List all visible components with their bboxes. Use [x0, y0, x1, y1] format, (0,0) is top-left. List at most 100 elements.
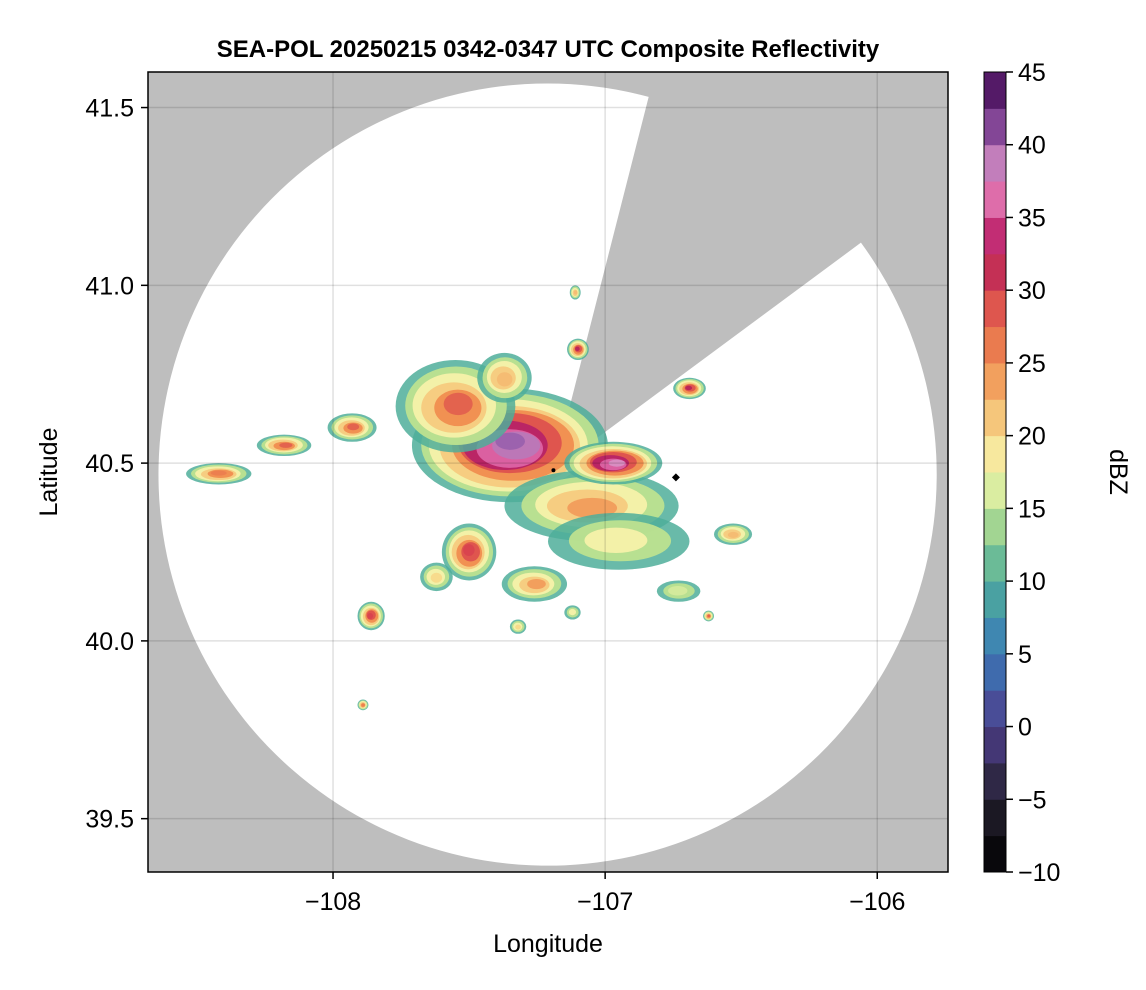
- echo-cell: [713, 523, 753, 545]
- echo-contour: [727, 531, 739, 538]
- echo-contour: [279, 442, 293, 448]
- colorbar-band: [984, 362, 1006, 400]
- x-axis-label: Longitude: [493, 930, 603, 958]
- echo-contour: [367, 612, 374, 619]
- echo-cell: [357, 699, 369, 711]
- x-tick-label: −106: [849, 888, 905, 916]
- colorbar-band: [984, 544, 1006, 582]
- chart-title: SEA-POL 20250215 0342-0347 UTC Composite…: [217, 36, 880, 63]
- y-tick-label: 40.0: [85, 628, 134, 656]
- echo-cell: [564, 605, 581, 620]
- site-marker-layer: [551, 468, 680, 482]
- colorbar-band: [984, 326, 1006, 364]
- colorbar-band: [984, 581, 1006, 618]
- colorbar-band: [984, 435, 1006, 473]
- echo-cell: [509, 619, 527, 634]
- echo-cell: [327, 413, 377, 442]
- colorbar-ticks: −10 −5 0 5 10 15 20 25 30 35 40 45: [1006, 59, 1060, 887]
- colorbar-tick-label: 45: [1018, 59, 1046, 87]
- echo-contour: [362, 703, 365, 707]
- echo-cell: [357, 601, 385, 631]
- colorbar-band: [984, 144, 1006, 182]
- colorbar-band: [984, 72, 1006, 109]
- colorbar-tick-label: 10: [1018, 568, 1046, 596]
- echo-contour: [574, 290, 578, 295]
- echo-contour: [575, 346, 580, 352]
- colorbar-band: [984, 399, 1006, 437]
- echo-cell: [441, 523, 497, 581]
- y-axis: 39.5 40.0 40.5 41.0 41.5: [85, 95, 148, 834]
- plot-frame: [147, 71, 949, 873]
- echo-cell: [703, 610, 714, 622]
- echo-contour: [430, 572, 443, 583]
- colorbar-band: [984, 653, 1006, 691]
- colorbar-bands: [984, 72, 1006, 873]
- colorbar-band: [984, 617, 1006, 655]
- echo-contour: [584, 527, 648, 553]
- echo-cell: [420, 562, 453, 592]
- colorbar-band: [984, 835, 1006, 873]
- colorbar-band: [984, 181, 1006, 218]
- echo-contour: [685, 385, 693, 391]
- site-marker: [671, 473, 680, 482]
- echo-cell: [411, 388, 608, 503]
- x-axis: −108 −107 −106: [305, 872, 905, 916]
- colorbar-band: [984, 217, 1006, 255]
- echo-cell: [564, 441, 663, 485]
- colorbar: −10 −5 0 5 10 15 20 25 30 35 40 45 dBZ: [983, 59, 1132, 887]
- echo-contour: [443, 392, 473, 416]
- y-tick-label: 39.5: [85, 806, 134, 834]
- x-tick-label: −108: [305, 888, 361, 916]
- y-axis-label: Latitude: [35, 428, 63, 517]
- colorbar-band: [984, 799, 1006, 837]
- colorbar-band: [984, 690, 1006, 728]
- echo-cell: [477, 352, 532, 403]
- echo-contour: [608, 459, 625, 467]
- colorbar-band: [984, 726, 1006, 764]
- colorbar-tick-label: 25: [1018, 350, 1046, 378]
- colorbar-tick-label: 30: [1018, 277, 1046, 305]
- echo-cell: [186, 463, 252, 485]
- colorbar-label: dBZ: [1104, 449, 1132, 495]
- colorbar-tick-label: 40: [1018, 132, 1046, 160]
- echo-cell: [567, 338, 589, 361]
- echo-contour: [463, 544, 475, 557]
- echo-contour: [668, 585, 688, 596]
- colorbar-frame: [983, 71, 1007, 873]
- colorbar-band: [984, 253, 1006, 291]
- colorbar-tick-label: 20: [1018, 423, 1046, 451]
- colorbar-band: [984, 472, 1006, 509]
- echo-contour: [210, 470, 227, 476]
- echo-cell: [569, 285, 581, 300]
- colorbar-tick-label: −5: [1018, 786, 1047, 814]
- colorbar-band: [984, 290, 1006, 328]
- colorbar-tick-label: 15: [1018, 495, 1046, 523]
- colorbar-tick-label: 0: [1018, 714, 1032, 742]
- echo-contour: [495, 432, 525, 450]
- echo-contour: [567, 497, 618, 519]
- x-tick-label: −107: [577, 888, 633, 916]
- echo-cell: [673, 377, 706, 400]
- colorbar-tick-label: 35: [1018, 204, 1046, 232]
- echo-cell: [656, 580, 701, 602]
- y-tick-label: 41.0: [85, 272, 134, 300]
- colorbar-tick-label: −10: [1018, 859, 1060, 887]
- echo-cell: [548, 512, 690, 570]
- colorbar-band: [984, 108, 1006, 146]
- echo-contour: [347, 423, 360, 431]
- colorbar-band: [984, 762, 1006, 800]
- radar-location-dot: [551, 468, 556, 473]
- echo-contour: [707, 614, 711, 618]
- echo-layer: [186, 285, 753, 711]
- echo-contour: [496, 372, 513, 387]
- echo-cell: [256, 434, 312, 457]
- y-tick-label: 40.5: [85, 450, 134, 478]
- colorbar-band: [984, 508, 1006, 546]
- echo-contour: [515, 624, 521, 630]
- echo-contour: [568, 608, 577, 616]
- grid-lines: [148, 72, 948, 872]
- echo-contour: [527, 578, 546, 590]
- echo-cell: [501, 566, 568, 602]
